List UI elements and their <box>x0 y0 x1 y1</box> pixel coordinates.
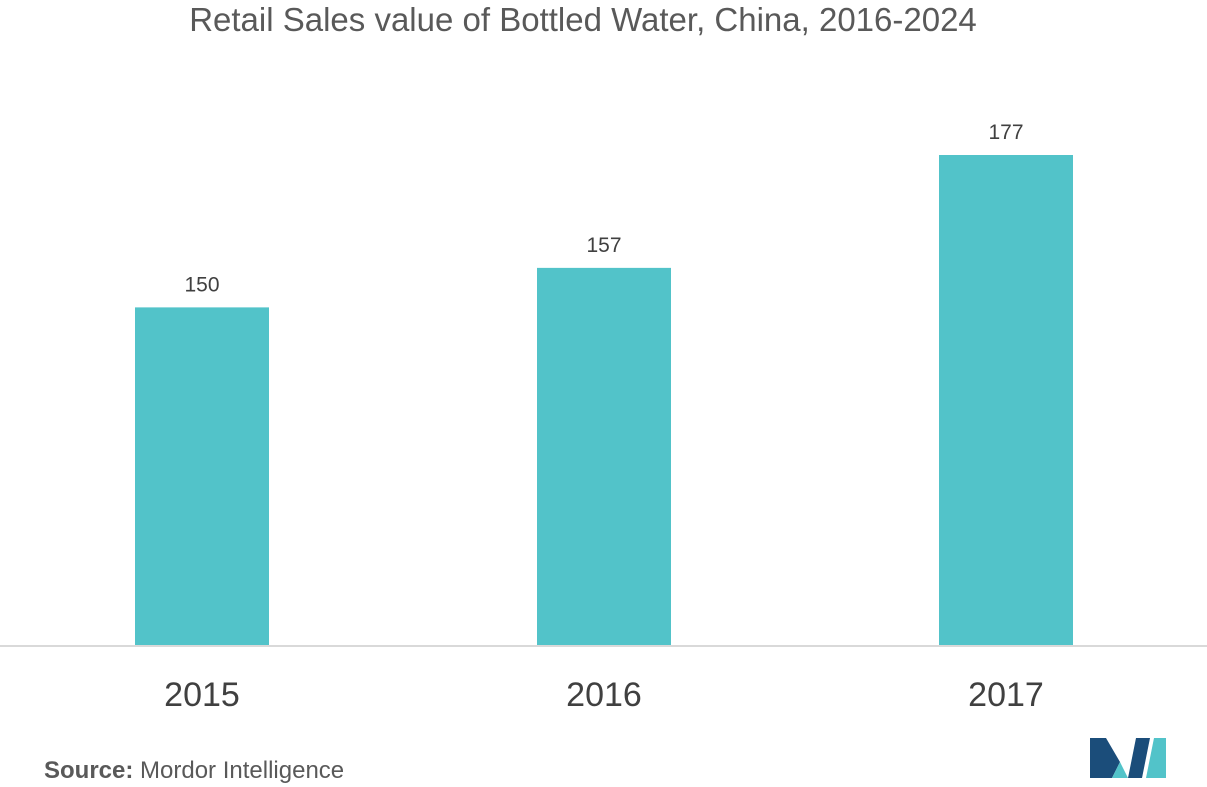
x-tick-label-2016: 2016 <box>566 676 642 714</box>
logo-shape-left-light <box>1112 762 1128 778</box>
bar-2017 <box>939 155 1073 646</box>
x-tick-label-2017: 2017 <box>968 676 1044 714</box>
bar-value-label-2015: 150 <box>184 273 219 296</box>
mordor-intelligence-logo-icon <box>1090 738 1166 778</box>
bar-2016 <box>537 267 671 646</box>
logo-shape-right-light <box>1146 738 1166 778</box>
bars-layer <box>135 155 1073 646</box>
labels-layer: 150 2015 157 2016 177 2017 <box>164 121 1044 714</box>
bar-value-label-2016: 157 <box>586 234 621 257</box>
x-tick-label-2015: 2015 <box>164 676 240 714</box>
logo-shape-right-dark <box>1128 738 1150 778</box>
source-line: Source: Mordor Intelligence <box>44 756 344 786</box>
bar-value-label-2017: 177 <box>988 121 1023 144</box>
source-text: Mordor Intelligence <box>140 757 345 784</box>
bar-2015 <box>135 307 269 646</box>
chart-title: Retail Sales value of Bottled Water, Chi… <box>189 1 977 38</box>
logo-shape-left-dark <box>1090 738 1120 778</box>
source-label: Source: <box>44 757 134 784</box>
